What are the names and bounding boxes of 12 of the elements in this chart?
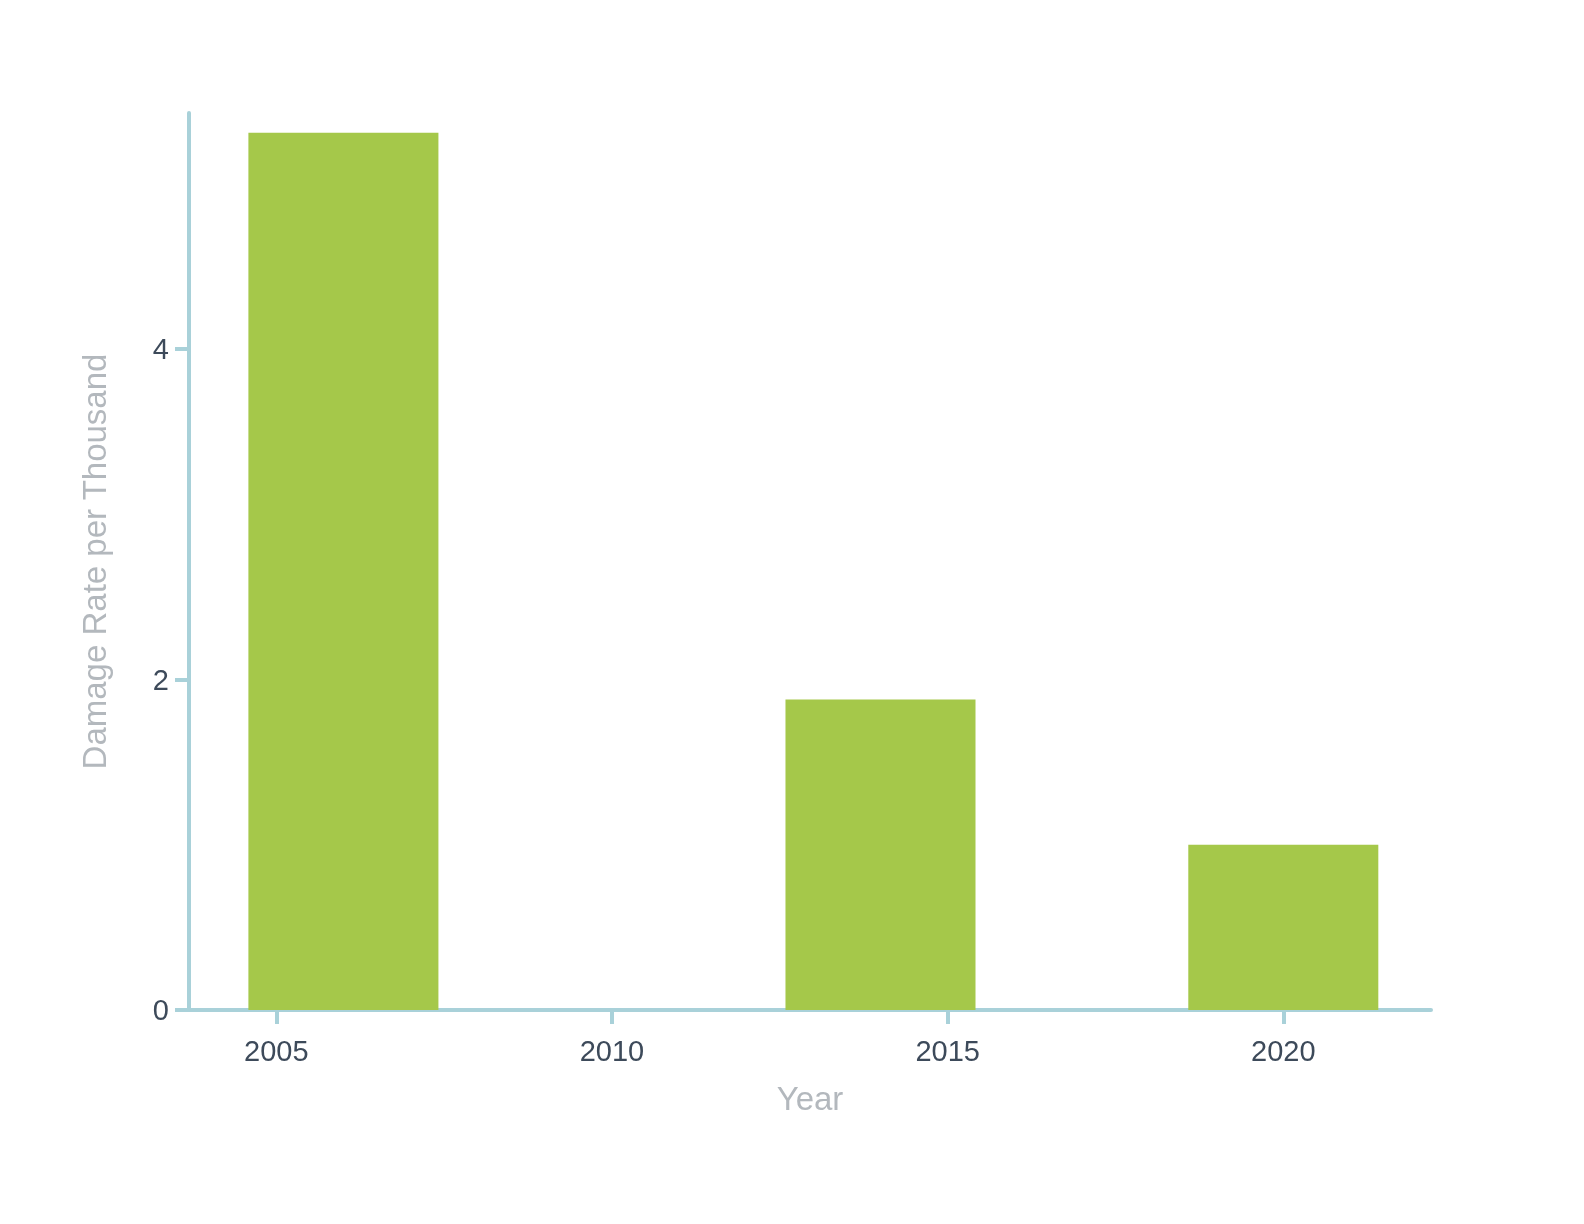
- bar: [1188, 844, 1379, 1010]
- x-tick-label: 2005: [244, 1034, 309, 1067]
- y-axis-title: Damage Rate per Thousand: [76, 353, 113, 770]
- x-tick-label: 2015: [915, 1034, 980, 1067]
- y-tick-label: 2: [152, 663, 169, 696]
- bar: [248, 132, 439, 1010]
- x-tick-label: 2010: [579, 1034, 645, 1067]
- y-tick-label: 4: [152, 333, 169, 366]
- x-axis-title: Year: [776, 1080, 844, 1117]
- y-tick-label: 0: [152, 994, 169, 1026]
- bar: [785, 699, 976, 1010]
- x-tick-label: 2020: [1251, 1034, 1316, 1067]
